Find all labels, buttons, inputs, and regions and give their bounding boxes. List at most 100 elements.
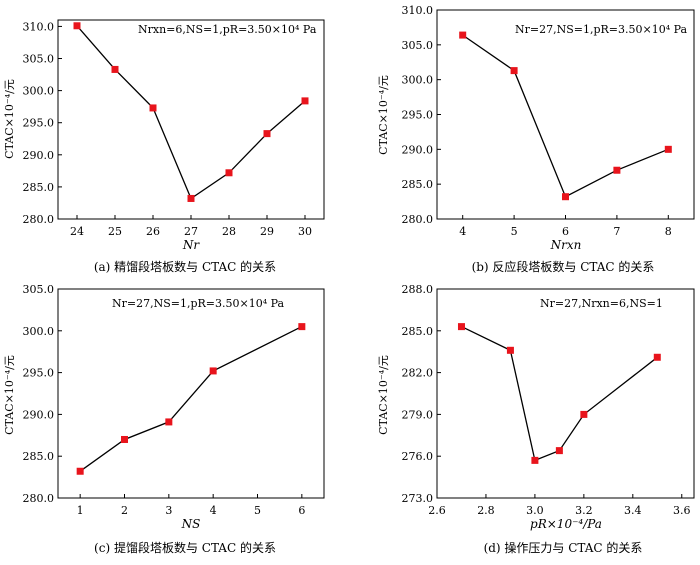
- data-point: [76, 467, 84, 475]
- x-tick-label: 4: [210, 504, 217, 517]
- x-tick-label: 5: [511, 225, 518, 238]
- data-point: [613, 166, 621, 174]
- x-tick-label: 3: [165, 504, 172, 517]
- y-tick-label: 305.0: [23, 53, 55, 66]
- y-axis-label: CTAC×10⁻⁴/元: [377, 75, 390, 155]
- x-tick-label: 2.8: [477, 504, 495, 517]
- y-tick-label: 279.0: [402, 408, 434, 421]
- series-markers: [76, 323, 306, 475]
- x-tick-label: 25: [108, 225, 122, 238]
- y-axis-label: CTAC×10⁻⁴/元: [3, 79, 16, 159]
- y-tick-label: 310.0: [23, 20, 55, 33]
- caption: (b) 反应段塔板数与 CTAC 的关系: [472, 259, 655, 274]
- series-polyline: [76, 25, 306, 200]
- series-markers: [457, 323, 661, 464]
- series-line: [462, 34, 669, 198]
- panel-a: 24 25 26 27 28 29 30 280.0 285.0 290.0 295.0 300.0 3…: [3, 19, 325, 274]
- series-markers: [73, 22, 309, 202]
- y-tick-label: 282.0: [402, 367, 434, 380]
- x-tick-label: 30: [298, 225, 312, 238]
- data-point: [263, 130, 271, 138]
- x-tick-label: 1: [77, 504, 84, 517]
- series-line: [76, 25, 306, 200]
- y-axis-label: CTAC×10⁻⁴/元: [377, 355, 390, 435]
- x-axis-label: Nr: [182, 238, 201, 252]
- y-tick-label: 280.0: [23, 492, 55, 505]
- axis-ticks: 4 5 6 7 8 280.0 285.0 290.0 295.0 300.0 305.0 310.0: [402, 4, 672, 238]
- y-tick-label: 290.0: [402, 143, 434, 156]
- y-tick-label: 300.0: [23, 85, 55, 98]
- data-point: [298, 323, 306, 331]
- data-point: [459, 31, 467, 39]
- data-point: [121, 435, 128, 443]
- y-tick-label: 300.0: [23, 325, 55, 338]
- data-point: [457, 323, 465, 331]
- y-tick-label: 305.0: [23, 283, 55, 296]
- series-line: [461, 326, 658, 462]
- series-polyline: [79, 326, 303, 472]
- plot-frame: [57, 288, 325, 499]
- axis-ticks: 1 2 3 4 5 6 280.0 285.0 290.0 295.0 300.0 305.0: [23, 283, 306, 517]
- annotation: Nrxn=6,NS=1,pR=3.50×10⁴ Pa: [138, 23, 317, 36]
- panel-b: 4 5 6 7 8 280.0 285.0 290.0 295.0 300.0 305.0 310.0…: [377, 4, 695, 274]
- y-tick-label: 300.0: [402, 74, 434, 87]
- y-axis-label: CTAC×10⁻⁴/元: [3, 355, 16, 435]
- data-point: [506, 346, 514, 354]
- data-point: [580, 410, 588, 418]
- series-polyline: [461, 326, 658, 462]
- y-tick-label: 290.0: [23, 408, 55, 421]
- x-tick-label: 2: [121, 504, 128, 517]
- x-tick-label: 3.6: [673, 504, 691, 517]
- data-point: [225, 169, 233, 177]
- y-tick-label: 280.0: [23, 213, 55, 226]
- x-axis-label: pR×10⁻⁴/Pa: [530, 517, 602, 531]
- x-tick-label: 2.6: [428, 504, 446, 517]
- y-tick-label: 285.0: [402, 325, 434, 338]
- axis-ticks: 24 25 26 27 28 29 30 280.0 285.0 290.0 295.0 300.0 3…: [23, 20, 313, 238]
- data-point: [73, 22, 81, 30]
- x-tick-label: 27: [184, 225, 198, 238]
- series-markers: [459, 31, 672, 201]
- y-tick-label: 295.0: [402, 109, 434, 122]
- data-point: [562, 193, 569, 201]
- series-line: [79, 326, 303, 472]
- x-tick-label: 28: [222, 225, 236, 238]
- x-tick-label: 6: [298, 504, 305, 517]
- x-tick-label: 8: [665, 225, 672, 238]
- plot-frame: [436, 9, 695, 220]
- data-point: [301, 97, 309, 105]
- x-tick-label: 24: [70, 225, 84, 238]
- y-tick-label: 310.0: [402, 4, 434, 17]
- x-tick-label: 7: [613, 225, 620, 238]
- data-point: [510, 67, 518, 75]
- y-tick-label: 280.0: [402, 213, 434, 226]
- y-tick-label: 285.0: [402, 178, 434, 191]
- data-point: [664, 145, 672, 153]
- axis-ticks: 2.6 2.8 3.0 3.2 3.4 3.6 273.0 276.0 279.0 282.0 28…: [402, 283, 691, 517]
- annotation: Nr=27,NS=1,pR=3.50×10⁴ Pa: [515, 23, 688, 36]
- y-tick-label: 290.0: [23, 149, 55, 162]
- y-tick-label: 276.0: [402, 450, 434, 463]
- y-tick-label: 273.0: [402, 492, 434, 505]
- y-tick-label: 295.0: [23, 117, 55, 130]
- data-point: [555, 447, 563, 455]
- y-tick-label: 305.0: [402, 39, 434, 52]
- data-point: [165, 418, 173, 426]
- annotation: Nr=27,Nrxn=6,NS=1: [540, 297, 663, 310]
- x-tick-label: 29: [260, 225, 274, 238]
- x-tick-label: 4: [459, 225, 466, 238]
- x-tick-label: 26: [146, 225, 160, 238]
- panel-d: 2.6 2.8 3.0 3.2 3.4 3.6 273.0 276.0 279.0 282.0 28…: [377, 283, 695, 555]
- data-point: [111, 65, 119, 73]
- x-tick-label: 3.2: [575, 504, 593, 517]
- y-tick-label: 285.0: [23, 450, 55, 463]
- x-axis-label: Nrxn: [550, 238, 582, 252]
- data-point: [653, 353, 661, 361]
- x-tick-label: 5: [254, 504, 261, 517]
- x-tick-label: 3.0: [526, 504, 544, 517]
- data-point: [187, 194, 195, 202]
- caption: (c) 提馏段塔板数与 CTAC 的关系: [94, 540, 276, 555]
- data-point: [209, 367, 217, 375]
- annotation: Nr=27,NS=1,pR=3.50×10⁴ Pa: [112, 297, 285, 310]
